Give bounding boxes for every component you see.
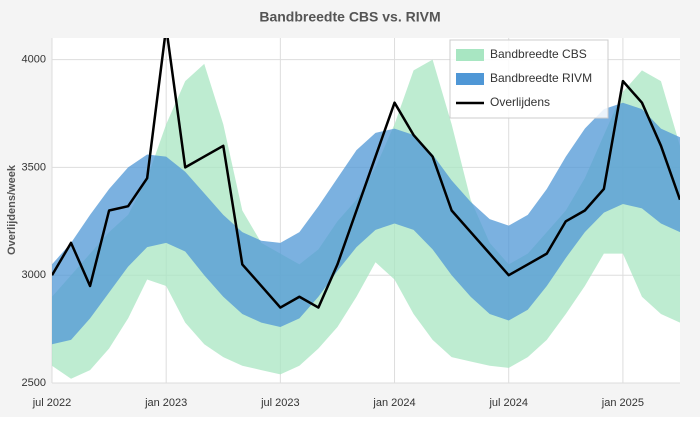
legend-label: Overlijdens: [490, 95, 550, 109]
legend-label: Bandbreedte RIVM: [490, 71, 592, 85]
chart-title: Bandbreedte CBS vs. RIVM: [259, 9, 440, 25]
y-tick-label: 3500: [22, 161, 46, 173]
line: [52, 38, 680, 309]
x-tick-label: jan 2025: [601, 397, 644, 409]
band-area: [52, 102, 680, 345]
x-tick-label: jul 2023: [260, 397, 300, 409]
legend: Bandbreedte CBS Bandbreedte RIVM Overlijde…: [449, 39, 609, 119]
y-axis-label: Overlijdens/week: [6, 164, 18, 255]
x-tick-label: jan 2023: [144, 397, 187, 409]
y-tick-label: 2500: [22, 377, 46, 389]
x-tick-label: jan 2024: [372, 397, 415, 409]
legend-label: Bandbreedte CBS: [490, 47, 587, 61]
plot: [52, 38, 680, 379]
y-tick-label: 3000: [22, 269, 46, 281]
y-tick-label: 4000: [22, 53, 46, 65]
x-tick-label: jul 2022: [32, 397, 72, 409]
x-tick-label: jul 2024: [488, 397, 528, 409]
legend-swatch: [456, 49, 484, 61]
axes: 2500 3000 3500 4000 jul 2022 jan 2023 jul 2023…: [22, 53, 645, 408]
legend-swatch: [456, 73, 484, 85]
